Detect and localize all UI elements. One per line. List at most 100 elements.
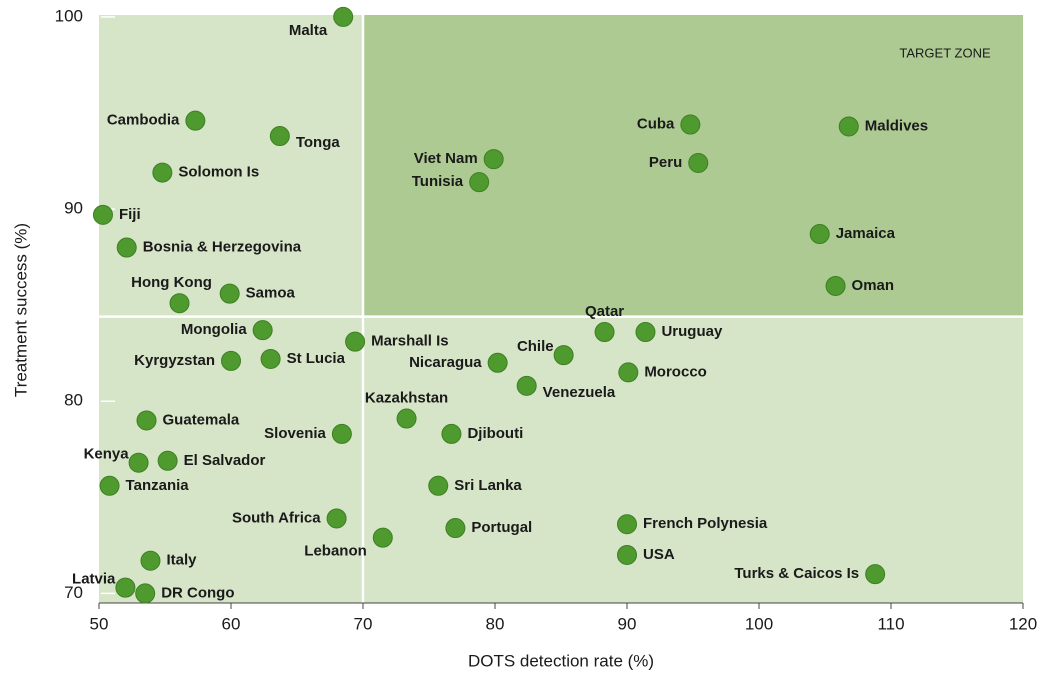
point-label: St Lucia (287, 350, 346, 367)
y-tick-label: 80 (64, 391, 83, 410)
point (809, 224, 830, 245)
x-tick-label: 70 (354, 614, 373, 633)
point (516, 375, 537, 396)
point-label: Lebanon (304, 543, 367, 560)
point-label: Latvia (72, 571, 116, 588)
point-label: Maldives (865, 117, 928, 134)
point (372, 527, 393, 548)
point (445, 518, 466, 539)
point-label: Sri Lanka (454, 477, 522, 494)
point-label: Fiji (119, 206, 141, 223)
point (157, 450, 178, 471)
point-label: Cuba (637, 115, 675, 132)
point-label: French Polynesia (643, 515, 768, 532)
point (825, 275, 846, 296)
point-label: Guatemala (163, 411, 240, 428)
point-label: Solomon Is (178, 164, 259, 181)
point-label: Uruguay (661, 323, 723, 340)
point-label: Bosnia & Herzegovina (143, 238, 302, 255)
point (326, 508, 347, 529)
point-label: Tunisia (412, 173, 464, 190)
point (185, 110, 206, 131)
point (594, 322, 615, 343)
point (469, 172, 490, 193)
point-label: Samoa (246, 285, 296, 302)
point (128, 452, 149, 473)
point-label: Hong Kong (131, 274, 212, 291)
point (838, 116, 859, 137)
y-tick-label: 70 (64, 583, 83, 602)
point (483, 149, 504, 170)
x-axis-title: DOTS detection rate (%) (468, 651, 654, 670)
y-axis-title: Treatment success (%) (11, 223, 30, 397)
point (680, 114, 701, 135)
point (115, 577, 136, 598)
point-label: Tanzania (126, 477, 190, 494)
point (221, 350, 241, 371)
point-label: Jamaica (836, 225, 896, 242)
point (396, 408, 417, 429)
point (635, 322, 656, 343)
point-label: Cambodia (107, 112, 180, 129)
point-label: Venezuela (543, 384, 616, 401)
point (618, 362, 639, 383)
point-label: Marshall Is (371, 333, 449, 350)
point (135, 583, 156, 604)
x-tick-label: 100 (745, 614, 773, 633)
point-label: Djibouti (467, 425, 523, 442)
point (269, 126, 290, 147)
y-tick-label: 100 (55, 6, 83, 25)
annotation: TARGET ZONE (899, 45, 991, 60)
point (688, 152, 709, 173)
point (865, 564, 886, 585)
point (617, 514, 637, 535)
point-label: Chile (517, 338, 554, 355)
point (99, 475, 120, 496)
point (169, 293, 190, 314)
point-label: Peru (649, 154, 682, 171)
point (553, 345, 574, 366)
point (441, 423, 462, 444)
point-label: USA (643, 546, 675, 563)
point-label: Italy (166, 552, 197, 569)
point-label: Portugal (471, 519, 532, 536)
x-tick-label: 60 (222, 614, 241, 633)
point (617, 544, 637, 565)
x-tick-label: 110 (877, 614, 904, 633)
point-label: Kenya (84, 446, 130, 463)
point-label: Slovenia (264, 425, 326, 442)
point (333, 6, 354, 27)
point (92, 204, 113, 225)
point-label: Qatar (585, 303, 624, 320)
point-label: Viet Nam (414, 150, 478, 167)
point-label: Turks & Caicos Is (734, 565, 859, 582)
point (252, 320, 273, 341)
point-label: Morocco (644, 363, 707, 380)
point-label: Tonga (296, 134, 341, 151)
x-tick-label: 80 (486, 614, 505, 633)
point-label: Kazakhstan (365, 389, 448, 406)
point (345, 331, 366, 352)
point (152, 162, 173, 183)
point (140, 550, 161, 571)
point (428, 475, 449, 496)
x-tick-label: 50 (90, 614, 109, 633)
point (331, 423, 352, 444)
point-label: Oman (852, 277, 895, 294)
x-tick-label: 120 (1009, 614, 1037, 633)
point-label: Nicaragua (409, 354, 482, 371)
point (136, 410, 157, 431)
point (260, 348, 281, 369)
point-label: Malta (289, 22, 328, 39)
point-label: El Salvador (184, 452, 266, 469)
point-label: Kyrgyzstan (134, 352, 215, 369)
point-label: Mongolia (181, 321, 247, 338)
point (487, 352, 508, 373)
point (219, 283, 240, 304)
point-label: South Africa (232, 509, 321, 526)
point-label: DR Congo (161, 584, 234, 601)
y-tick-label: 90 (64, 199, 83, 218)
x-tick-label: 90 (618, 614, 637, 633)
